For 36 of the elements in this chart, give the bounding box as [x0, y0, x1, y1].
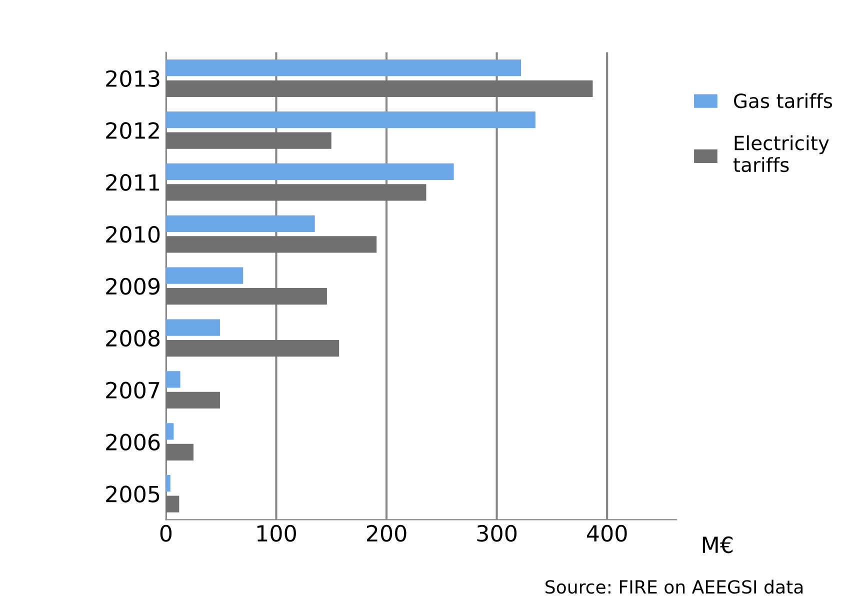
x-tick-label: 400: [586, 524, 627, 542]
bar: [166, 236, 377, 253]
x-axis-title: M€: [702, 536, 733, 554]
bar: [166, 60, 522, 76]
x-tick-label: 300: [477, 524, 517, 542]
bar: [166, 319, 220, 336]
y-tick-label: 2011: [106, 174, 160, 191]
y-tick-label: 2013: [106, 70, 160, 87]
bar: [166, 288, 327, 305]
y-tick-label: 2008: [106, 330, 160, 347]
bar: [166, 111, 536, 128]
bar: [166, 184, 426, 201]
y-tick-label: 2005: [106, 486, 160, 502]
x-tick-label: 200: [366, 524, 406, 542]
legend-label: Electricity tariffs: [733, 135, 829, 172]
y-tick-label: 2006: [106, 434, 160, 451]
bar: [166, 496, 180, 512]
source-note: Source: FIRE on AEEGSI data: [546, 580, 803, 594]
bar: [166, 340, 340, 357]
bar: [166, 215, 315, 232]
x-tick-label: 100: [257, 524, 296, 542]
y-tick-label: 2010: [106, 226, 160, 243]
y-tick-label: 2009: [106, 278, 160, 295]
bar: [166, 392, 220, 409]
y-tick-label: 2007: [106, 382, 160, 399]
bar: [166, 444, 194, 460]
bar: [166, 423, 174, 440]
bar: [166, 132, 332, 149]
y-tick-label: 2012: [106, 122, 159, 139]
bar: [166, 163, 454, 180]
bar: [166, 80, 593, 97]
legend-label: Gas tariffs: [734, 93, 832, 108]
x-tick-label: 0: [160, 524, 172, 542]
bar: [166, 371, 180, 388]
bar: [166, 475, 170, 492]
bar: [166, 267, 244, 284]
